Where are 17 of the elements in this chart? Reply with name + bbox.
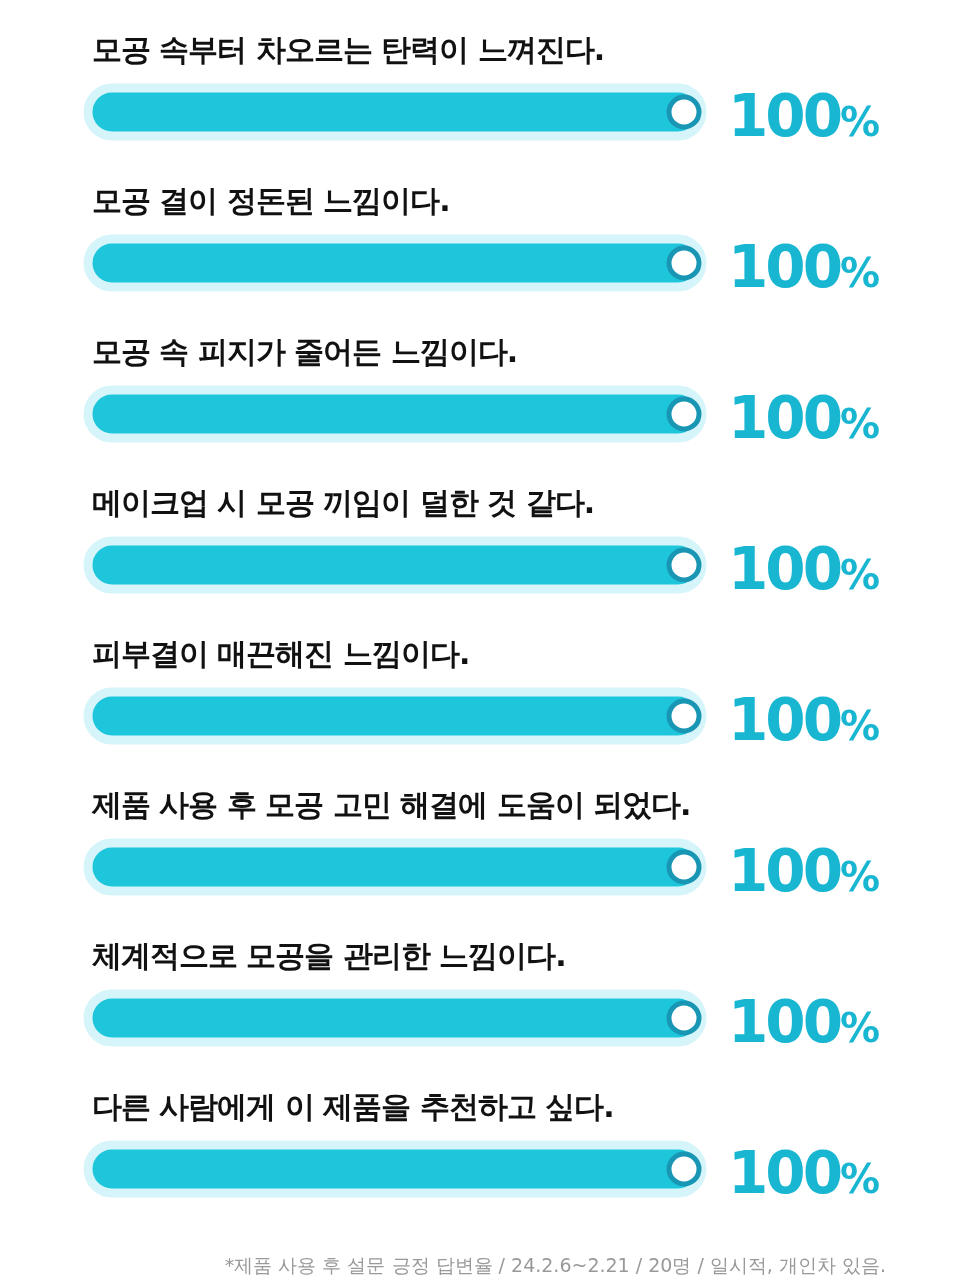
y-tick-label: 메이크업 시 모공 끼임이 덜한 것 같다. [92, 485, 595, 520]
y-tick-label: 다른 사람에게 이 제품을 추천하고 싶다. [92, 1089, 614, 1124]
y-tick-label: 피부결이 매끈해진 느낌이다. [92, 636, 470, 671]
data-label: 100% [728, 1139, 880, 1207]
data-label: 100% [728, 82, 880, 150]
y-tick-label: 모공 속 피지가 줄어든 느낌이다. [92, 334, 518, 369]
data-label: 100% [728, 837, 880, 905]
data-label: 100% [728, 988, 880, 1056]
data-label: 100% [728, 384, 880, 452]
data-label: 100% [728, 686, 880, 754]
data-label: 100% [728, 535, 880, 603]
y-tick-label: 모공 속부터 차오르는 탄력이 느껴진다. [92, 32, 605, 67]
y-tick-label: 제품 사용 후 모공 고민 해결에 도움이 되었다. [91, 787, 691, 822]
text: *제품 사용 후 설문 긍정 답변율 / 24.2.6~2.21 / 20명 / 일시적, 개인차 있음. [224, 1254, 886, 1276]
y-tick-label: 모공 결이 정돈된 느낌이다. [92, 183, 450, 218]
y-tick-label: 체계적으로 모공을 관리한 느낌이다. [92, 938, 566, 973]
data-label: 100% [728, 233, 880, 301]
